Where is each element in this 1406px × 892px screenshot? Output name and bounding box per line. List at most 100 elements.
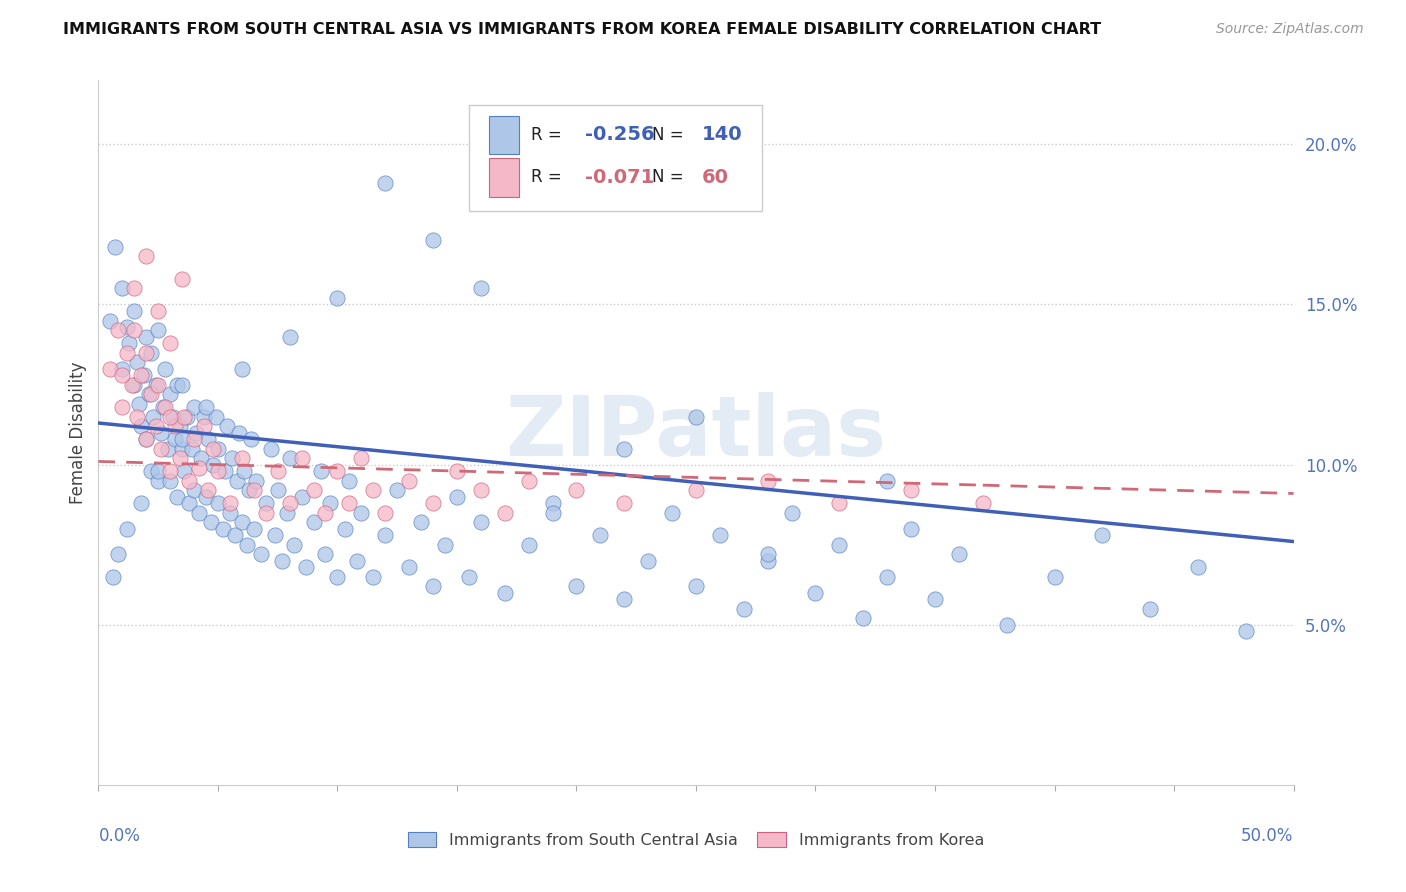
Point [470,516,492,530]
Point [145,377,167,392]
Point [125,355,148,369]
Point [148,474,170,488]
Point [139,387,162,401]
Point [135,345,157,359]
Y-axis label: Female Disability: Female Disability [69,361,87,504]
Point [202,442,225,456]
Point [145,419,167,434]
Point [135,249,157,264]
FancyBboxPatch shape [489,116,519,154]
Point [202,458,225,472]
Point [637,554,659,568]
Point [446,490,468,504]
Point [804,586,827,600]
Point [207,464,229,478]
Point [190,451,212,466]
Point [685,579,707,593]
Point [756,474,779,488]
Point [115,320,138,334]
Text: 0.0%: 0.0% [98,827,141,846]
Point [107,547,129,561]
Point [276,506,298,520]
Point [228,425,250,440]
Point [374,176,396,190]
Point [254,496,277,510]
Point [470,281,492,295]
Point [972,496,994,510]
Point [152,400,174,414]
Point [159,474,181,488]
Point [166,377,188,392]
Point [326,291,349,305]
Point [180,442,202,456]
Point [101,570,124,584]
Point [104,240,127,254]
Text: R =: R = [531,169,567,186]
Point [124,304,146,318]
Point [326,464,349,478]
Point [197,432,219,446]
Point [733,601,755,615]
Point [243,522,266,536]
Point [565,579,588,593]
Point [221,451,243,466]
Point [135,432,157,446]
Point [173,464,195,478]
Point [267,483,290,498]
Point [756,554,779,568]
Point [156,442,179,456]
Point [124,281,146,295]
Point [264,528,287,542]
Point [183,483,205,498]
Point [148,377,170,392]
Point [326,570,349,584]
Point [398,560,420,574]
Point [219,496,242,510]
Point [162,409,184,424]
Point [1139,601,1161,615]
Point [207,442,229,456]
Point [995,617,1018,632]
Point [142,409,165,424]
Point [346,554,368,568]
Point [315,506,337,520]
Point [385,483,409,498]
Point [245,474,267,488]
Point [183,400,205,414]
Text: IMMIGRANTS FROM SOUTH CENTRAL ASIA VS IMMIGRANTS FROM KOREA FEMALE DISABILITY CO: IMMIGRANTS FROM SOUTH CENTRAL ASIA VS IM… [63,22,1101,37]
Point [149,442,172,456]
Point [302,516,325,530]
Point [179,496,201,510]
Point [163,419,186,434]
Point [169,451,191,466]
Text: ZIPatlas: ZIPatlas [506,392,886,473]
Point [398,474,420,488]
Point [271,554,294,568]
Point [139,345,162,359]
Point [315,547,337,561]
Point [193,409,215,424]
Point [517,538,540,552]
Point [138,387,160,401]
Point [231,361,253,376]
Text: 140: 140 [702,126,742,145]
Point [131,496,153,510]
Point [183,432,205,446]
Point [350,451,373,466]
Point [121,377,143,392]
Point [238,483,260,498]
Point [224,528,246,542]
Point [494,586,516,600]
Point [295,560,318,574]
Point [231,516,253,530]
Point [661,506,683,520]
Point [159,409,181,424]
Point [685,483,707,498]
Point [565,483,588,498]
Point [179,474,201,488]
Point [709,528,731,542]
Point [107,323,129,337]
Point [111,400,134,414]
Point [339,474,361,488]
Point [115,522,138,536]
